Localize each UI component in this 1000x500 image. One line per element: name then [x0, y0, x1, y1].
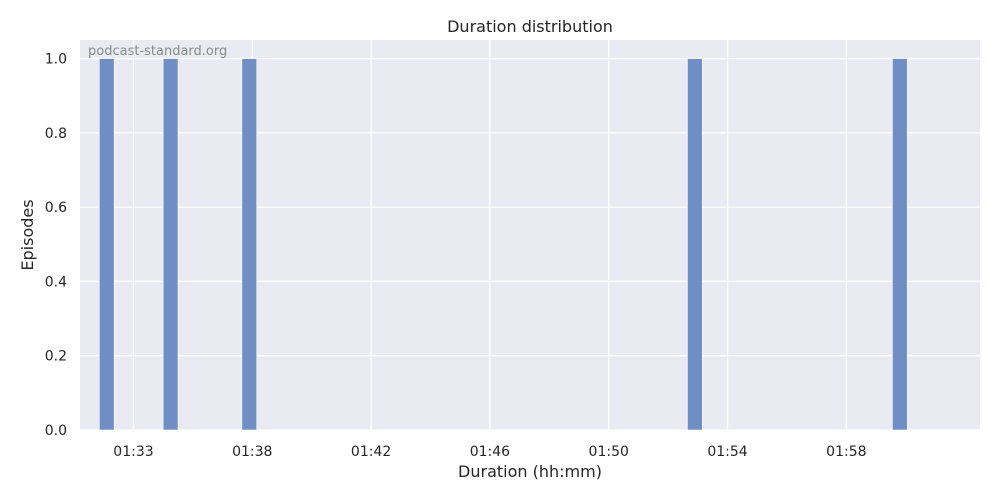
- y-axis-title: Episodes: [18, 199, 37, 270]
- plot-background: [80, 40, 980, 430]
- x-tick-label-6: 01:58: [826, 444, 866, 460]
- bar-1: [162, 58, 179, 431]
- bar-3: [687, 58, 703, 431]
- y-tick-label-4: 0.8: [45, 126, 67, 142]
- y-tick-label-2: 0.4: [45, 274, 67, 290]
- grid-lines: [80, 40, 980, 431]
- bars: [99, 58, 908, 431]
- x-tick-label-5: 01:54: [707, 444, 747, 460]
- bar-0: [99, 58, 115, 431]
- y-tick-label-3: 0.6: [45, 200, 67, 216]
- x-tick-label-3: 01:46: [470, 444, 510, 460]
- y-tick-label-1: 0.2: [45, 349, 67, 365]
- chart-title: Duration distribution: [447, 17, 613, 36]
- bar-4: [892, 58, 908, 431]
- x-tick-label-1: 01:38: [232, 444, 272, 460]
- y-tick-labels: 0.0 0.2 0.4 0.6 0.8 1.0: [45, 52, 67, 439]
- x-tick-label-2: 01:42: [351, 444, 391, 460]
- x-tick-labels: 01:33 01:38 01:42 01:46 01:50 01:54 01:58: [113, 444, 866, 460]
- x-tick-label-4: 01:50: [589, 444, 629, 460]
- x-axis-title: Duration (hh:mm): [458, 462, 602, 481]
- x-tick-label-0: 01:33: [113, 444, 153, 460]
- y-tick-label-0: 0.0: [45, 423, 67, 439]
- y-tick-label-5: 1.0: [45, 52, 67, 68]
- bar-2: [241, 58, 258, 431]
- watermark-text: podcast-standard.org: [88, 44, 227, 59]
